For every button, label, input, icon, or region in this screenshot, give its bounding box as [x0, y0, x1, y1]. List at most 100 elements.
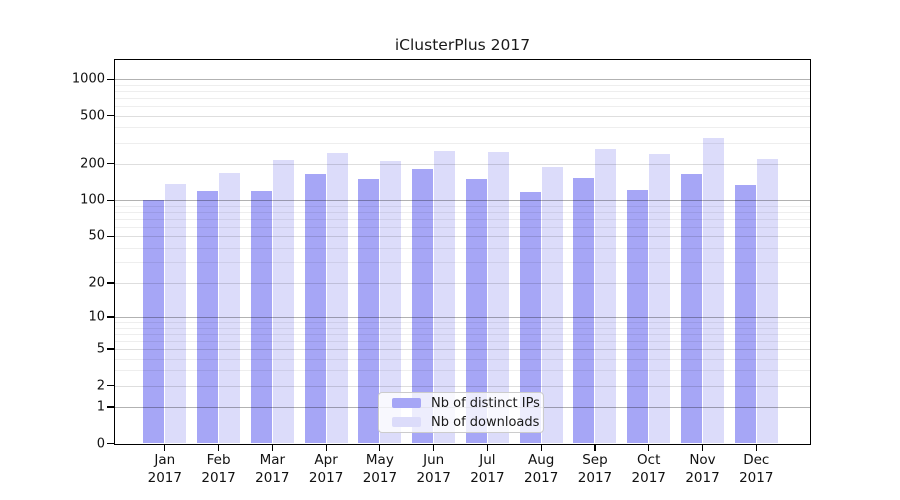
x-tick-label-line: 2017 — [416, 469, 451, 486]
x-tick-label-line: Apr — [314, 452, 338, 468]
minor-gridline-800 — [115, 90, 810, 92]
legend-item-distinct-ips: Nb of distinct IPs — [387, 396, 540, 411]
y-tick-label-10: 10 — [88, 309, 105, 325]
bar-distinct-ips-7 — [465, 179, 487, 444]
bar-downloads-4 — [326, 153, 348, 444]
x-tick-6 — [433, 444, 435, 451]
x-tick-7 — [486, 444, 488, 451]
y-tick-200 — [107, 163, 114, 165]
y-tick-10 — [107, 316, 114, 318]
bar-distinct-ips-4 — [304, 173, 326, 444]
x-tick-label-1: Jan 2017 — [130, 452, 200, 487]
x-tick-10 — [648, 444, 650, 451]
x-tick-label-line: 2017 — [201, 469, 236, 486]
legend: Nb of distinct IPs Nb of downloads — [378, 392, 544, 433]
x-tick-label-line: 2017 — [255, 469, 290, 486]
x-tick-label-line: Sep — [582, 452, 608, 468]
y-tick-label-20: 20 — [88, 275, 105, 291]
x-tick-label-line: 2017 — [308, 469, 344, 486]
bar-downloads-7 — [487, 151, 509, 444]
x-tick-label-9: Sep 2017 — [560, 452, 630, 487]
chart-title: iClusterPlus 2017 — [394, 36, 531, 54]
y-tick-label-0: 0 — [96, 436, 105, 451]
bar-downloads-9 — [595, 149, 617, 444]
x-tick-label-line: Nov — [689, 452, 716, 468]
bar-downloads-6 — [434, 151, 456, 444]
gridline-1000 — [115, 79, 810, 81]
x-tick-label-11: Nov 2017 — [668, 452, 738, 487]
y-tick-1000 — [107, 78, 114, 80]
x-tick-label-line: Aug — [528, 452, 555, 468]
minor-gridline-400 — [115, 127, 810, 129]
x-tick-1 — [164, 444, 166, 451]
bar-downloads-3 — [272, 159, 294, 444]
x-tick-12 — [755, 444, 757, 451]
minor-gridline-900 — [115, 84, 810, 86]
x-tick-label-line: 2017 — [685, 469, 720, 486]
bar-downloads-5 — [380, 160, 402, 444]
y-tick-label-50: 50 — [88, 228, 105, 244]
bar-distinct-ips-10 — [627, 190, 649, 444]
bar-downloads-11 — [703, 138, 724, 444]
x-tick-2 — [217, 444, 220, 451]
x-tick-label-line: Mar — [259, 452, 286, 468]
x-tick-label-line: Jun — [423, 452, 445, 468]
x-tick-label-line: Oct — [637, 452, 661, 468]
bar-distinct-ips-3 — [250, 191, 272, 444]
x-tick-label-line: 2017 — [147, 469, 182, 486]
x-tick-label-line: 2017 — [470, 469, 505, 486]
bar-downloads-12 — [756, 159, 778, 444]
y-tick-500 — [107, 115, 114, 117]
x-tick-label-2: Feb 2017 — [184, 452, 254, 487]
x-tick-label-line: 2017 — [631, 469, 666, 486]
x-tick-label-6: Jun 2017 — [399, 452, 469, 487]
y-tick-label-2: 2 — [96, 378, 105, 394]
x-tick-label-line: May — [365, 452, 394, 468]
gridline-500 — [115, 115, 810, 117]
x-tick-3 — [271, 444, 273, 451]
minor-gridline-600 — [115, 106, 810, 108]
bar-downloads-1 — [165, 184, 187, 444]
x-tick-label-line: Feb — [206, 452, 231, 468]
x-tick-5 — [379, 444, 381, 451]
y-tick-label-200: 200 — [80, 156, 105, 172]
x-tick-label-8: Aug 2017 — [506, 452, 576, 487]
y-tick-label-1000: 1000 — [71, 71, 105, 87]
y-tick-1 — [107, 406, 114, 408]
x-tick-label-7: Jul 2017 — [452, 452, 522, 487]
y-tick-label-1: 1 — [96, 399, 105, 415]
legend-swatch-downloads — [392, 417, 421, 427]
bar-downloads-8 — [541, 167, 563, 444]
bar-distinct-ips-2 — [197, 191, 219, 444]
x-tick-label-4: Apr 2017 — [291, 452, 361, 487]
bar-distinct-ips-1 — [143, 200, 165, 444]
bar-distinct-ips-11 — [681, 174, 702, 444]
legend-label-downloads: Nb of downloads — [431, 414, 540, 430]
x-tick-label-line: 2017 — [739, 469, 774, 486]
y-tick-2 — [107, 384, 114, 387]
x-tick-label-3: Mar 2017 — [237, 452, 307, 487]
x-tick-label-line: Dec — [743, 452, 770, 468]
x-tick-9 — [594, 444, 596, 451]
bar-distinct-ips-6 — [412, 168, 434, 444]
minor-gridline-700 — [115, 98, 810, 100]
y-tick-5 — [107, 348, 114, 350]
x-tick-label-line: 2017 — [577, 469, 613, 486]
bar-distinct-ips-12 — [734, 185, 756, 444]
x-tick-11 — [701, 444, 704, 451]
x-tick-label-5: May 2017 — [345, 452, 415, 487]
legend-swatch-distinct-ips — [392, 398, 421, 408]
bar-distinct-ips-9 — [573, 177, 595, 444]
y-tick-label-5: 5 — [96, 341, 105, 357]
y-tick-0 — [107, 442, 114, 445]
legend-item-downloads: Nb of downloads — [387, 415, 539, 430]
x-tick-label-12: Dec 2017 — [721, 452, 791, 487]
x-tick-8 — [540, 444, 542, 451]
x-tick-label-line: Jul — [479, 452, 496, 468]
bar-distinct-ips-5 — [358, 178, 380, 444]
x-tick-label-line: 2017 — [524, 469, 559, 486]
x-tick-label-line: Jan — [154, 452, 176, 468]
bar-downloads-2 — [219, 173, 241, 444]
bar-distinct-ips-8 — [519, 191, 541, 444]
